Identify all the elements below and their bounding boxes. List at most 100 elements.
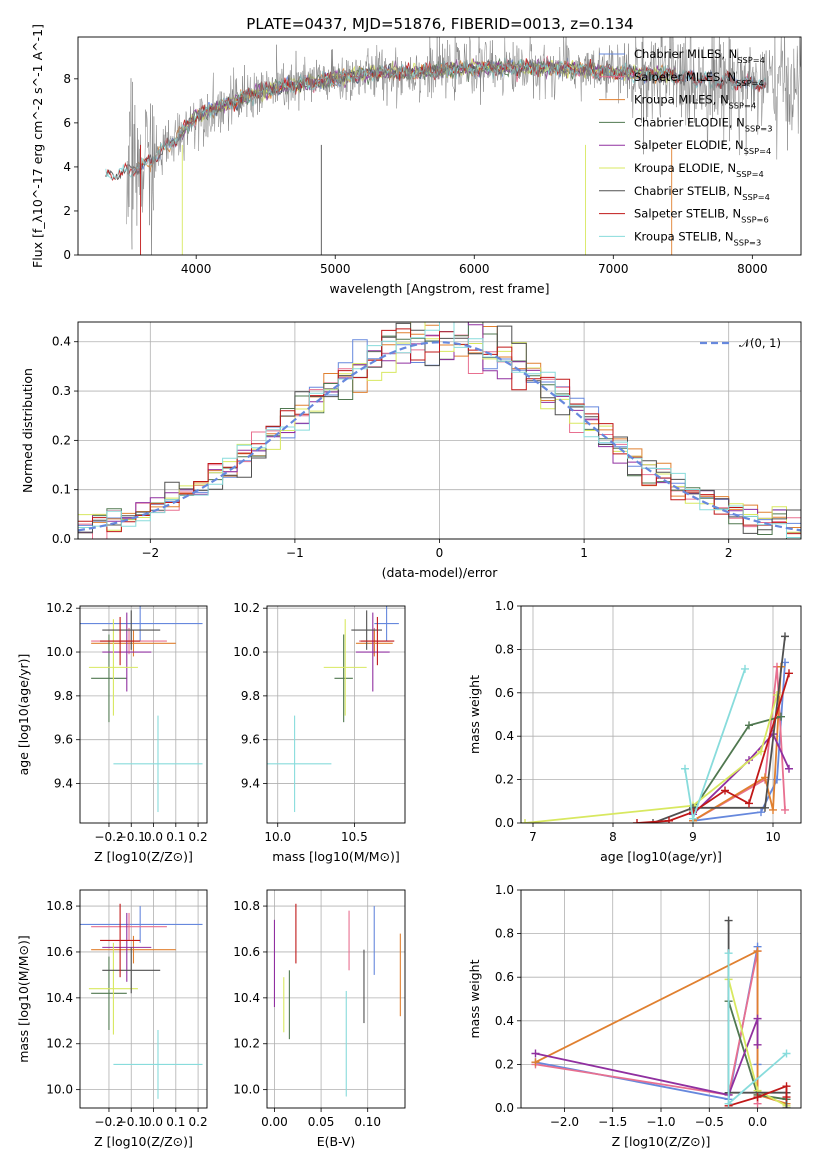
x-tick-label: 1	[580, 546, 588, 560]
weight-marker	[753, 947, 762, 956]
x-tick-label: 10.0	[264, 830, 291, 844]
y-tick-label: 10.0	[46, 645, 73, 659]
x-axis-label: E(B-V)	[317, 1134, 356, 1149]
errorbar-kroupa-stelib	[113, 715, 203, 813]
errorbar-kroupa-elodie	[88, 619, 138, 716]
y-tick-label: 0.6	[495, 686, 514, 700]
weight-vs-age-panel: 7 8 9 10 0.0 0.2 0.4 0.6 0.8 1.0 age [log10(age/yr…	[467, 599, 802, 864]
plot-area	[78, 322, 801, 539]
x-tick-label: 0.0	[144, 1115, 163, 1129]
x-tick-label: 2	[725, 546, 733, 560]
errorbar-kroupa-elodie	[88, 942, 138, 1035]
normal-curve	[78, 341, 801, 532]
weight-marker	[681, 764, 689, 773]
weight-series-salpeter-stelib	[633, 669, 793, 823]
weight-marker	[777, 712, 785, 721]
weight-series-kroupa-stelib	[724, 949, 791, 1108]
spectrum-model-kroupa-stelib	[105, 57, 767, 181]
legend-label-chabrier-elodie: Chabrier ELODIE, NSSP=3	[634, 115, 772, 133]
legend-label-salpeter-miles: Salpeter MILES, NSSP=4	[634, 70, 764, 88]
weight-marker	[769, 805, 777, 814]
weight-line	[692, 666, 786, 822]
y-tick-label: 4	[63, 160, 71, 174]
y-tick-label: 9.6	[241, 733, 260, 747]
x-axis-label: (data-model)/error	[382, 565, 499, 580]
weight-vs-metallicity-panel: −2.0 −1.5 −1.0 −0.5 0.0 0.0 0.2 0.4 0.6 0.8 1.0 Z […	[467, 883, 802, 1149]
y-tick-label: 10.0	[46, 1083, 73, 1097]
errorbar-chabrier-elodie	[334, 634, 353, 723]
weight-marker	[753, 1093, 762, 1102]
errorbar-chabrier-miles	[80, 606, 203, 642]
axes-frame	[266, 889, 406, 1109]
weight-series-kroupa-stelib	[681, 664, 749, 823]
plot-area	[273, 903, 401, 1097]
residuals-panel: −2 −1 0 1 2 0.0 0.1 0.2 0.3 0.4 (data-model)/error…	[20, 321, 802, 580]
errorbar-chabrier-elodie	[91, 634, 127, 723]
y-tick-label: 0.8	[495, 927, 514, 941]
y-tick-label: 0.6	[495, 970, 514, 984]
weight-line	[636, 673, 790, 823]
y-axis-label: mass [log10(M/M⊙)]	[16, 935, 31, 1063]
x-tick-label: −2.0	[550, 1115, 579, 1129]
x-tick-label: 0.1	[166, 1115, 185, 1129]
y-tick-label: 9.8	[54, 689, 73, 703]
weight-marker	[753, 1040, 762, 1049]
weight-marker	[781, 632, 789, 641]
legend-label-salpeter-elodie: Salpeter ELODIE, NSSP=4	[634, 138, 771, 156]
errorbar-kroupa-stelib	[267, 715, 332, 813]
errorbar-kroupa-stelib	[113, 1029, 203, 1099]
weight-marker	[785, 764, 793, 773]
errorbar-chabrier-miles	[374, 606, 399, 642]
x-tick-label: 10	[765, 830, 780, 844]
axes-frame	[77, 321, 802, 540]
y-axis-label: mass weight	[467, 959, 482, 1038]
figure-title: PLATE=0437, MJD=51876, FIBERID=0013, z=0…	[246, 15, 633, 33]
x-axis-label: age [log10(age/yr)]	[600, 849, 722, 864]
weight-marker	[745, 721, 753, 730]
y-tick-label: 1.0	[495, 883, 514, 897]
y-tick-label: 9.6	[54, 733, 73, 747]
y-tick-label: 0.1	[52, 483, 71, 497]
errorbar-chabrier-stelib	[102, 610, 161, 650]
y-tick-label: 0.2	[52, 433, 71, 447]
plot-area	[80, 903, 203, 1099]
y-tick-label: 0.2	[495, 773, 514, 787]
spectrum-data-line	[126, 37, 801, 255]
y-tick-label: 10.2	[46, 1037, 73, 1051]
mass-vs-extinction-panel: 0.00 0.05 0.10 10.0 10.2 10.4 10.6 10.8 E(B-V)	[233, 889, 406, 1149]
x-tick-label: 7	[529, 830, 537, 844]
axes-frame	[79, 889, 208, 1109]
legend-label-chabrier-stelib: Chabrier STELIB, NSSP=4	[634, 184, 770, 202]
y-tick-label: 0	[63, 248, 71, 262]
y-tick-label: 1.0	[495, 599, 514, 613]
weight-marker	[724, 1099, 733, 1108]
y-tick-label: 10.6	[233, 945, 260, 959]
x-tick-label: −1.5	[598, 1115, 627, 1129]
legend-label-normal: 𝒩(0, 1)	[739, 336, 781, 350]
x-tick-label: 0	[436, 546, 444, 560]
axes-frame	[79, 605, 208, 824]
x-tick-label: 8	[609, 830, 617, 844]
errorbar-kroupa-elodie	[323, 619, 367, 716]
axes-frame	[520, 889, 802, 1109]
x-tick-label: 5000	[320, 262, 351, 276]
y-tick-label: 0.2	[495, 1057, 514, 1071]
y-tick-label: 10.6	[46, 945, 73, 959]
y-tick-label: 0.0	[495, 816, 514, 830]
y-axis-label: mass weight	[467, 675, 482, 754]
x-axis-label: Z [log10(Z/Z⊙)]	[94, 1134, 193, 1149]
weight-line	[692, 732, 790, 815]
weight-marker	[761, 803, 769, 812]
weight-series-salpeter-elodie	[531, 1014, 762, 1099]
y-tick-label: 6	[63, 116, 71, 130]
x-tick-label: −1.0	[646, 1115, 675, 1129]
errorbar-salpeter-elodie	[102, 912, 152, 982]
x-tick-label: −0.2	[94, 1115, 123, 1129]
weight-marker	[782, 1093, 791, 1102]
y-tick-label: 0.8	[495, 642, 514, 656]
y-tick-label: 10.2	[233, 1037, 260, 1051]
y-tick-label: 0.4	[495, 1014, 514, 1028]
x-axis-label: wavelength [Angstrom, rest frame]	[329, 281, 549, 296]
weight-line	[535, 950, 759, 1104]
